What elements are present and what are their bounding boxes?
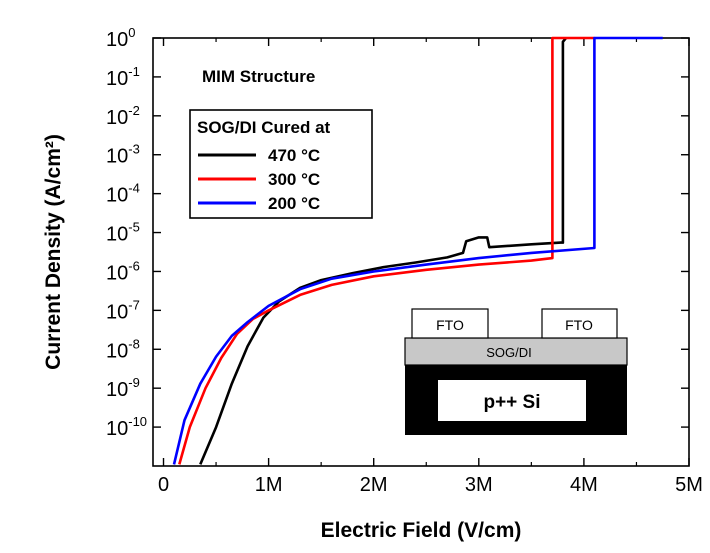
legend-title: SOG/DI Cured at bbox=[197, 118, 331, 137]
y-tick-exponent: -3 bbox=[128, 142, 140, 157]
dielectric-layer bbox=[404, 337, 628, 366]
substrate-label: p++ Si bbox=[483, 392, 540, 413]
fto-label-right: FTO bbox=[565, 317, 593, 333]
legend-label-200: 200 °C bbox=[268, 194, 320, 213]
substrate-label-box bbox=[438, 380, 586, 421]
y-tick-base: 10 bbox=[106, 68, 128, 90]
y-tick-base: 10 bbox=[106, 29, 128, 51]
y-tick-base: 10 bbox=[106, 107, 128, 129]
legend-label-300: 300 °C bbox=[268, 170, 320, 189]
x-tick-label: 3M bbox=[465, 474, 493, 496]
y-tick-label: 10-1 bbox=[106, 64, 140, 90]
series-line-2 bbox=[172, 36, 663, 465]
y-tick-exponent: -4 bbox=[128, 181, 140, 196]
series-layer bbox=[172, 36, 663, 465]
y-tick-exponent: -5 bbox=[128, 220, 140, 235]
legend-label-470: 470 °C bbox=[268, 146, 320, 165]
plot-frame bbox=[152, 37, 690, 467]
x-tick-label: 2M bbox=[360, 474, 388, 496]
y-tick-label: 10-10 bbox=[106, 414, 147, 440]
y-tick-exponent: -1 bbox=[128, 64, 140, 79]
y-tick-base: 10 bbox=[106, 224, 128, 246]
y-tick-base: 10 bbox=[106, 379, 128, 401]
y-tick-exponent: -7 bbox=[128, 297, 140, 312]
x-axis-title: Electric Field (V/cm) bbox=[321, 519, 522, 542]
annotation-title: MIM Structure bbox=[202, 67, 315, 86]
series-line-1 bbox=[178, 36, 595, 465]
y-tick-base: 10 bbox=[106, 185, 128, 207]
fto-electrode-right bbox=[541, 308, 618, 339]
x-tick-label: 0 bbox=[158, 474, 169, 496]
x-tick-label: 5M bbox=[675, 474, 703, 496]
y-tick-base: 10 bbox=[106, 340, 128, 362]
series-line-0 bbox=[199, 37, 568, 465]
y-tick-exponent: -8 bbox=[128, 336, 140, 351]
legend-box bbox=[189, 109, 373, 219]
y-tick-label: 10-4 bbox=[106, 181, 140, 207]
inset-device-diagram: p++ Si SOG/DI FTO FTO bbox=[404, 308, 628, 435]
y-tick-label: 10-7 bbox=[106, 297, 140, 323]
y-tick-base: 10 bbox=[106, 146, 128, 168]
y-axis-title: Current Density (A/cm²) bbox=[42, 134, 65, 370]
y-tick-label: 10-6 bbox=[106, 258, 140, 284]
y-tick-label: 10-5 bbox=[106, 220, 140, 246]
y-tick-base: 10 bbox=[106, 301, 128, 323]
y-tick-label: 100 bbox=[106, 25, 135, 51]
y-tick-exponent: -10 bbox=[128, 414, 147, 429]
fto-label-left: FTO bbox=[436, 317, 464, 333]
y-tick-label: 10-9 bbox=[106, 375, 140, 401]
y-tick-exponent: -9 bbox=[128, 375, 140, 390]
y-tick-base: 10 bbox=[106, 262, 128, 284]
y-tick-label: 10-2 bbox=[106, 103, 140, 129]
x-tick-label: 1M bbox=[255, 474, 283, 496]
y-tick-exponent: -2 bbox=[128, 103, 140, 118]
ticks-layer: 0 1M 2M 3M 4M 5M10010-110-210-310-410-510-610… bbox=[106, 25, 703, 496]
y-tick-label: 10-3 bbox=[106, 142, 140, 168]
y-tick-exponent: -6 bbox=[128, 258, 140, 273]
dielectric-label: SOG/DI bbox=[486, 345, 532, 360]
y-tick-label: 10-8 bbox=[106, 336, 140, 362]
y-tick-base: 10 bbox=[106, 418, 128, 440]
legend: SOG/DI Cured at 470 °C 300 °C 200 °C bbox=[189, 109, 373, 219]
x-tick-label: 4M bbox=[570, 474, 598, 496]
y-tick-exponent: 0 bbox=[128, 25, 135, 40]
fto-electrode-left bbox=[411, 308, 489, 339]
